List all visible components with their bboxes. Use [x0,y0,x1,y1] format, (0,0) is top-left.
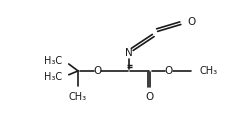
Text: O: O [93,66,102,76]
Text: O: O [187,17,196,27]
Text: CH₃: CH₃ [69,92,87,102]
Text: H₃C: H₃C [44,72,62,82]
Text: O: O [145,92,153,102]
Text: O: O [165,66,173,76]
Text: CH₃: CH₃ [200,66,218,76]
Text: N: N [125,48,133,58]
Text: H₃C: H₃C [44,56,62,66]
